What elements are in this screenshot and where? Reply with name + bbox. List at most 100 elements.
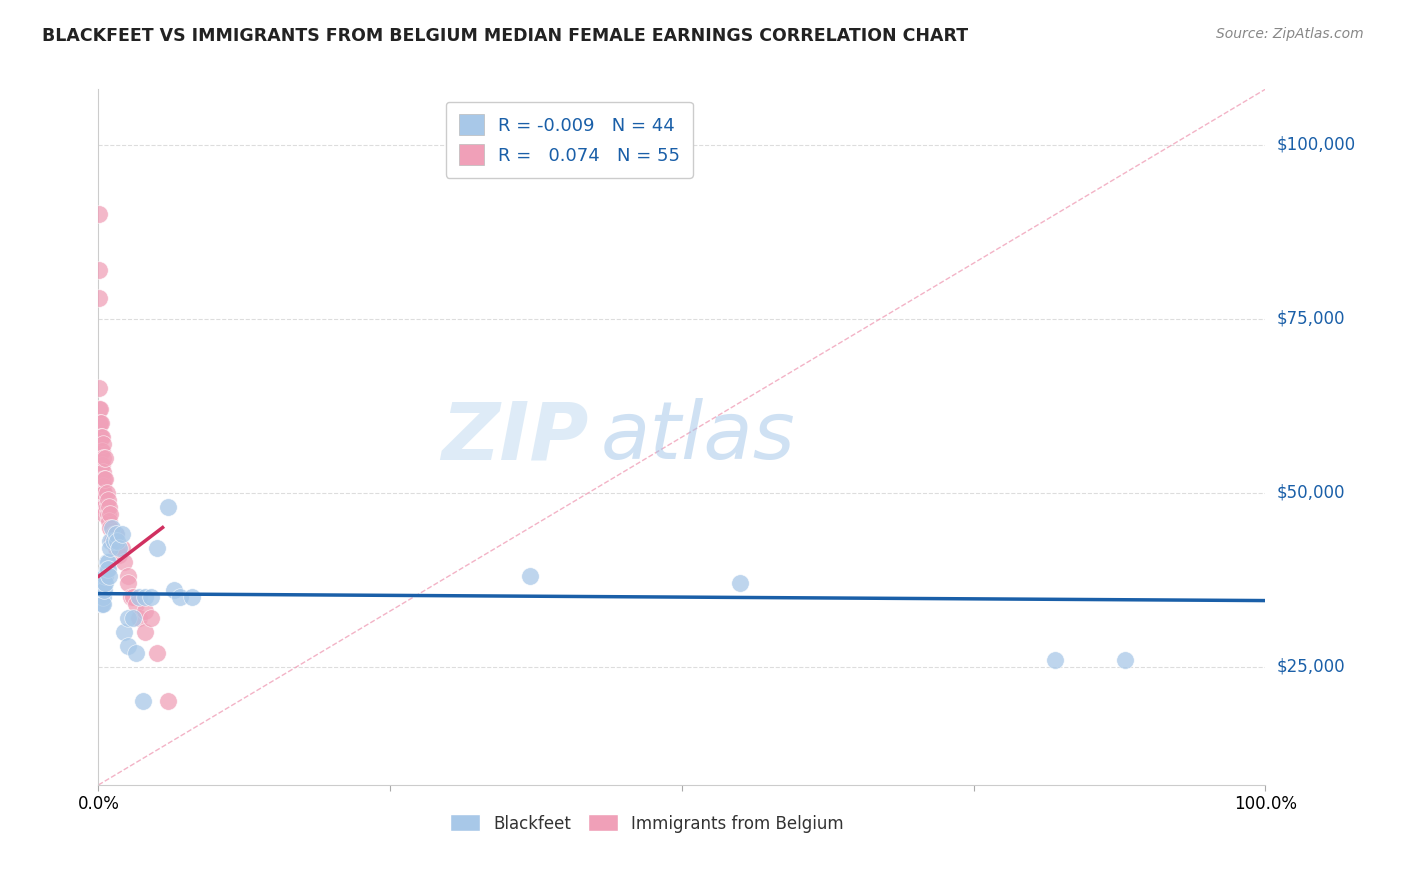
Point	[98, 520, 121, 534]
Point	[104, 527, 127, 541]
Point	[169, 590, 191, 604]
Point	[90, 597, 112, 611]
Point	[97, 562, 120, 576]
Point	[134, 604, 156, 618]
Point	[97, 555, 120, 569]
Point	[163, 583, 186, 598]
Point	[1114, 653, 1136, 667]
Point	[94, 450, 117, 465]
Point	[90, 416, 112, 430]
Point	[122, 611, 145, 625]
Point	[117, 639, 139, 653]
Point	[90, 590, 112, 604]
Point	[134, 624, 156, 639]
Point	[91, 465, 114, 479]
Text: $100,000: $100,000	[1277, 136, 1355, 153]
Point	[90, 458, 112, 472]
Point	[89, 402, 111, 417]
Text: $75,000: $75,000	[1277, 310, 1346, 327]
Point	[93, 485, 115, 500]
Point	[730, 576, 752, 591]
Point	[117, 569, 139, 583]
Point	[112, 624, 135, 639]
Point	[90, 583, 112, 598]
Point	[125, 646, 148, 660]
Point	[519, 569, 541, 583]
Point	[87, 291, 110, 305]
Point	[93, 500, 115, 514]
Point	[112, 555, 135, 569]
Point	[180, 590, 202, 604]
Point	[90, 500, 112, 514]
Text: $50,000: $50,000	[1277, 483, 1346, 501]
Point	[91, 590, 114, 604]
Point	[91, 597, 114, 611]
Point	[97, 500, 120, 514]
Point	[93, 569, 115, 583]
Text: BLACKFEET VS IMMIGRANTS FROM BELGIUM MEDIAN FEMALE EARNINGS CORRELATION CHART: BLACKFEET VS IMMIGRANTS FROM BELGIUM MED…	[42, 27, 969, 45]
Point	[146, 646, 169, 660]
Point	[90, 430, 112, 444]
Point	[146, 541, 169, 556]
Point	[139, 590, 162, 604]
Point	[139, 611, 162, 625]
Point	[103, 527, 125, 541]
Point	[89, 583, 111, 598]
Point	[91, 450, 114, 465]
Point	[101, 534, 124, 549]
Point	[132, 694, 155, 708]
Text: Source: ZipAtlas.com: Source: ZipAtlas.com	[1216, 27, 1364, 41]
Point	[157, 500, 180, 514]
Point	[89, 416, 111, 430]
Point	[90, 458, 112, 472]
Point	[89, 416, 111, 430]
Point	[91, 437, 114, 451]
Point	[98, 541, 121, 556]
Point	[111, 541, 134, 556]
Point	[97, 507, 120, 521]
Point	[96, 485, 118, 500]
Point	[104, 527, 127, 541]
Point	[120, 590, 142, 604]
Point	[90, 485, 112, 500]
Point	[93, 583, 115, 598]
Point	[105, 534, 128, 549]
Point	[94, 569, 117, 583]
Point	[90, 444, 112, 458]
Point	[90, 597, 112, 611]
Point	[96, 562, 118, 576]
Legend: Blackfeet, Immigrants from Belgium: Blackfeet, Immigrants from Belgium	[443, 808, 851, 839]
Text: atlas: atlas	[600, 398, 794, 476]
Point	[111, 527, 134, 541]
Point	[117, 611, 139, 625]
Point	[93, 576, 115, 591]
Point	[128, 590, 150, 604]
Point	[122, 590, 145, 604]
Point	[90, 444, 112, 458]
Point	[87, 263, 110, 277]
Point	[134, 590, 156, 604]
Point	[117, 576, 139, 591]
Point	[104, 541, 127, 556]
Point	[103, 534, 125, 549]
Point	[93, 507, 115, 521]
Text: ZIP: ZIP	[441, 398, 589, 476]
Point	[98, 507, 121, 521]
Point	[108, 549, 131, 563]
Point	[89, 430, 111, 444]
Point	[108, 541, 131, 556]
Point	[90, 430, 112, 444]
Point	[125, 597, 148, 611]
Text: $25,000: $25,000	[1277, 657, 1346, 675]
Point	[96, 500, 118, 514]
Point	[128, 611, 150, 625]
Point	[93, 472, 115, 486]
Point	[90, 472, 112, 486]
Point	[97, 514, 120, 528]
Point	[89, 402, 111, 417]
Point	[91, 479, 114, 493]
Point	[87, 381, 110, 395]
Point	[97, 569, 120, 583]
Point	[96, 555, 118, 569]
Point	[87, 207, 110, 221]
